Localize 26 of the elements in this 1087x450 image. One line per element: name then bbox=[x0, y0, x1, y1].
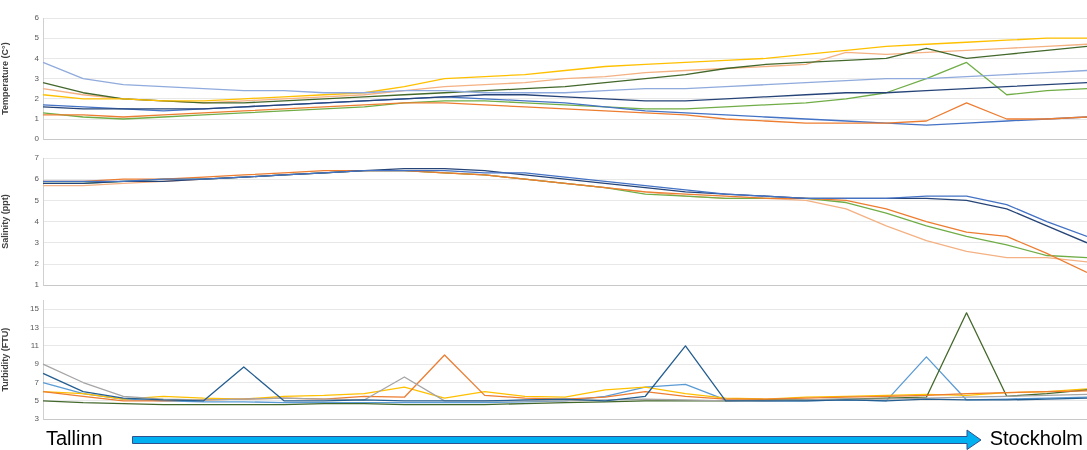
y-tick-label: 3 bbox=[34, 414, 40, 424]
y-tick-label: 3 bbox=[34, 73, 40, 83]
y-tick-label: 1 bbox=[34, 280, 40, 290]
y-tick-label: 2 bbox=[34, 94, 40, 103]
y-tick-label: 7 bbox=[34, 153, 40, 163]
text: Tallinn bbox=[46, 427, 103, 449]
y-tick-label: 9 bbox=[34, 359, 40, 369]
y-tick-label: 4 bbox=[34, 216, 40, 226]
y-tick-label: 1 bbox=[34, 114, 40, 124]
y-tick-label: 13 bbox=[30, 322, 40, 332]
y-tick-label: 6 bbox=[34, 174, 40, 184]
y-tick-label: 7 bbox=[34, 377, 40, 387]
text: Stockholm bbox=[989, 427, 1083, 449]
y-tick-label: 3 bbox=[34, 238, 40, 247]
y-axis-title: Salinity (ppt) bbox=[0, 194, 10, 249]
y-axis-title: Turbidity (FTU) bbox=[0, 327, 10, 392]
y-tick-label: 5 bbox=[34, 33, 40, 43]
y-tick-label: 4 bbox=[34, 53, 40, 63]
y-tick-label: 5 bbox=[34, 195, 40, 205]
y-tick-label: 0 bbox=[34, 134, 40, 144]
y-tick-label: 5 bbox=[34, 396, 40, 406]
y-tick-label: 15 bbox=[30, 304, 40, 314]
y-tick-label: 2 bbox=[34, 259, 40, 269]
y-axis-title: Temperature (C°) bbox=[0, 42, 10, 115]
y-tick-label: 6 bbox=[34, 13, 40, 23]
y-tick-label: 11 bbox=[30, 341, 40, 351]
